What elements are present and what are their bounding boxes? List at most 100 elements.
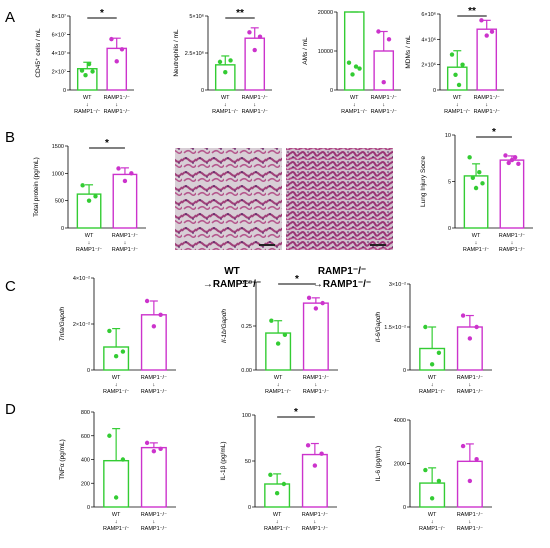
data-point <box>460 62 465 67</box>
bar-ramp1 <box>106 47 128 91</box>
y-tick-label: 2×10⁻² <box>73 322 90 328</box>
data-point <box>346 60 352 65</box>
x-category-label: RAMP1⁻/⁻ <box>499 233 525 239</box>
y-tick-label: 100 <box>242 413 251 419</box>
data-point <box>120 349 126 354</box>
y-tick-label: 4×10⁶ <box>421 36 436 43</box>
y-tick-label: 0.00 <box>241 368 252 374</box>
bar-ramp1 <box>456 326 483 371</box>
data-point <box>423 467 428 473</box>
bar-wt <box>446 66 468 91</box>
y-tick-label: 1.5×10⁻² <box>384 325 406 331</box>
data-point <box>456 82 462 88</box>
x-category-label: ↓ <box>431 382 434 388</box>
significance-marker: * <box>100 8 104 19</box>
x-category-label: ↓ <box>276 519 279 525</box>
data-point <box>122 178 128 184</box>
x-category-label: RAMP1⁻/⁻ <box>141 526 167 532</box>
data-point <box>120 457 126 462</box>
data-point <box>460 443 466 449</box>
data-point <box>282 332 288 337</box>
x-category-label: RAMP1⁻/⁻ <box>419 389 445 395</box>
data-point <box>116 166 121 171</box>
x-category-label: ↓ <box>511 240 514 246</box>
y-axis-title: IL-1β (pg/mL) <box>220 441 227 480</box>
data-point <box>90 69 95 74</box>
data-point <box>107 328 112 334</box>
data-point <box>484 33 489 38</box>
data-point <box>436 350 442 355</box>
panel-letter-a: A <box>5 9 15 26</box>
x-category-label: WT <box>221 95 230 101</box>
x-category-label: WT <box>85 233 94 239</box>
x-category-label: RAMP1⁻/⁻ <box>242 109 268 115</box>
bar-ramp1 <box>476 28 498 91</box>
y-tick-label: 0 <box>61 226 64 232</box>
y-tick-label: 4×10⁻² <box>73 276 90 282</box>
y-tick-label: 0 <box>201 88 204 94</box>
data-point <box>107 433 112 438</box>
data-point <box>512 155 518 160</box>
y-tick-label: 0 <box>403 368 406 374</box>
data-point <box>305 443 311 448</box>
y-tick-label: 3×10⁻² <box>389 282 406 288</box>
data-point <box>247 30 252 35</box>
data-point <box>376 29 381 34</box>
x-category-label: RAMP1⁻/⁻ <box>457 389 483 395</box>
y-axis-title: TNFα (pg/mL) <box>59 439 66 480</box>
data-point <box>357 66 362 71</box>
x-category-label: ↓ <box>475 240 478 246</box>
x-category-label: WT <box>472 233 481 239</box>
data-point <box>467 336 473 341</box>
bar-wt <box>103 459 130 508</box>
x-category-label: ↓ <box>431 519 434 525</box>
x-category-label: ↓ <box>115 382 118 388</box>
x-category-label: ↓ <box>456 102 459 108</box>
x-category-label: RAMP1⁻/⁻ <box>141 512 167 518</box>
data-point <box>449 52 455 57</box>
bar-ramp1 <box>140 314 167 371</box>
y-axis-title: CD45⁺ cells / mL <box>35 28 42 78</box>
x-category-label: ↓ <box>124 240 127 246</box>
bar-ramp1 <box>244 37 266 91</box>
x-category-label: ↓ <box>485 102 488 108</box>
significance-marker: * <box>294 407 298 418</box>
y-axis-title: Il-6/Gapdh <box>375 311 382 342</box>
data-point <box>477 170 482 175</box>
data-point <box>113 495 119 500</box>
histology-caption-ramp1-line2: →RAMP1⁻/⁻ <box>313 279 371 290</box>
data-point <box>516 161 521 167</box>
data-point <box>503 153 508 158</box>
significance-marker: * <box>295 274 299 285</box>
x-category-label: ↓ <box>253 102 256 108</box>
x-category-label: WT <box>273 512 282 518</box>
x-category-label: RAMP1⁻/⁻ <box>474 109 500 115</box>
data-point <box>467 155 472 160</box>
x-category-label: WT <box>350 95 359 101</box>
y-tick-label: 5×10⁶ <box>189 13 204 20</box>
chart-c3: 01.5×10⁻²3×10⁻²Il-6/GapdhWT↓RAMP1⁻/⁻RAMP… <box>375 282 492 395</box>
y-tick-label: 0 <box>330 88 333 94</box>
y-tick-label: 0.50 <box>241 280 252 286</box>
x-category-label: WT <box>83 95 92 101</box>
data-point <box>470 175 476 180</box>
data-point <box>252 47 257 53</box>
y-tick-label: 0.25 <box>241 324 252 330</box>
data-point <box>319 451 324 456</box>
x-category-label: RAMP1⁻/⁻ <box>112 247 138 253</box>
x-category-label: ↓ <box>86 102 89 108</box>
x-category-label: RAMP1⁻/⁻ <box>463 247 489 253</box>
data-point <box>158 446 163 452</box>
x-category-label: RAMP1⁻/⁻ <box>242 95 268 101</box>
data-point <box>474 456 479 462</box>
x-category-label: RAMP1⁻/⁻ <box>112 233 138 239</box>
y-axis-title: AMs / mL <box>302 37 309 65</box>
data-point <box>114 59 119 64</box>
x-category-label: RAMP1⁻/⁻ <box>371 95 397 101</box>
x-category-label: ↓ <box>115 102 118 108</box>
